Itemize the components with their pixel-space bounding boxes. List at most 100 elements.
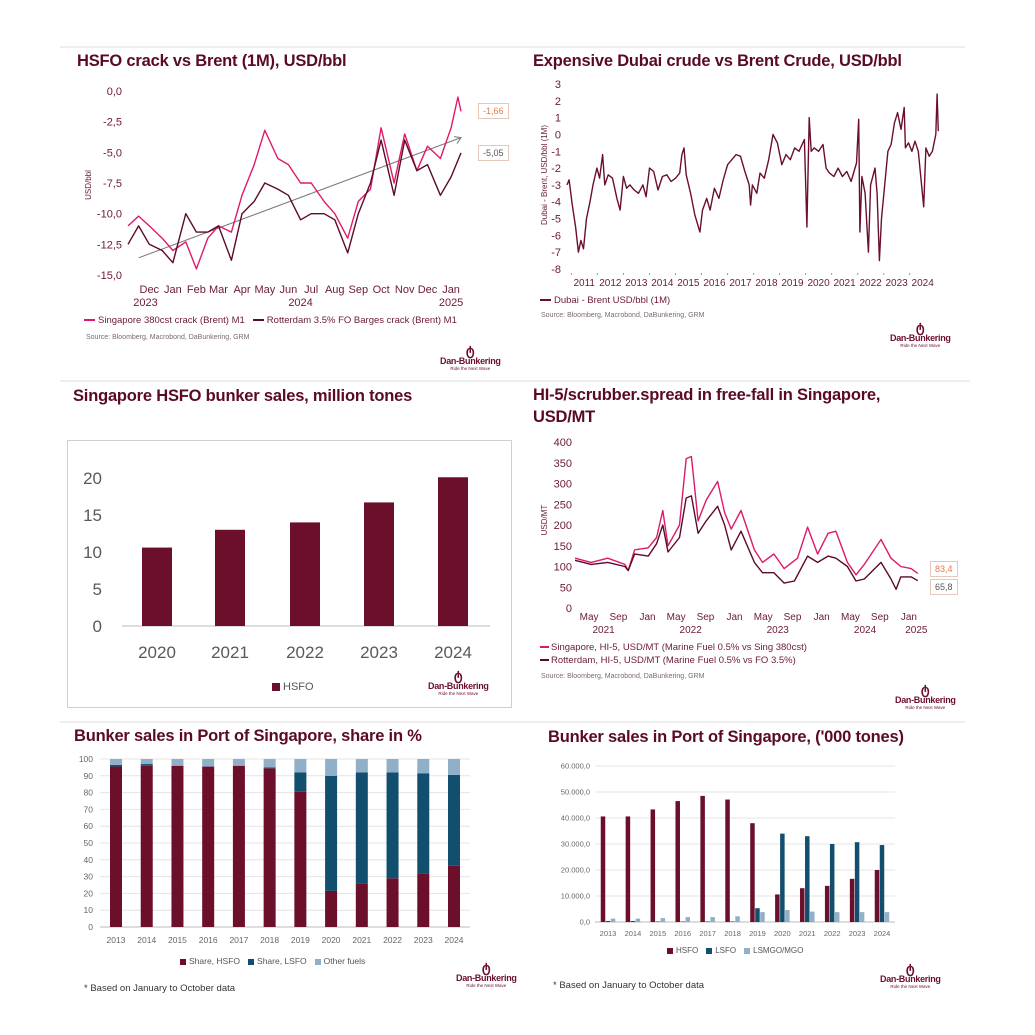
- y-tick-label: -15,0: [97, 270, 122, 282]
- legend-label: Share, LSFO: [257, 956, 307, 966]
- x-category-label: 2022: [383, 935, 402, 945]
- bar-lsfo-2017: [705, 921, 710, 922]
- last-value-tag: 65,8: [930, 579, 958, 595]
- y-tick-label: 10: [83, 543, 102, 562]
- y-tick-label: 0: [93, 617, 102, 636]
- bar-lsfo-2024: [879, 845, 885, 922]
- bar-other-fuels-2023: [417, 759, 430, 774]
- bar-lsmgo-mgo-2019: [760, 912, 765, 922]
- x-tick-label: May: [754, 612, 773, 623]
- bar-hsfo-2015: [650, 809, 656, 922]
- x-category-label: 2016: [674, 929, 691, 938]
- logo-tagline: Ride the Next Wave: [890, 984, 931, 989]
- legend-label: HSFO: [676, 946, 699, 955]
- x-category-label: 2023: [849, 929, 866, 938]
- x-tick-label: Sep: [871, 612, 889, 623]
- source-note: Source: Bloomberg, Macrobond, DaBunkerin…: [541, 673, 705, 680]
- footnote: * Based on January to October data: [553, 980, 705, 991]
- chart-title: Bunker sales in Port of Singapore, ('000…: [548, 728, 904, 746]
- bar-share-hsfo-2024: [448, 865, 460, 927]
- legend: HSFO LSFO LSMGO/MGO: [667, 946, 803, 955]
- x-tick-label: Jan: [901, 612, 917, 623]
- y-tick-label: 300: [554, 479, 572, 491]
- y-tick-label: 3: [555, 79, 561, 91]
- dan-bunkering-logo: ტ Dan-Bunkering Ride the Next Wave: [890, 321, 951, 349]
- legend-item: Other fuels: [314, 956, 365, 966]
- bar-share-lsfo-2019: [294, 772, 307, 792]
- bar-share-hsfo-2022: [386, 878, 399, 927]
- x-category-label: 2013: [107, 935, 126, 945]
- x-category-label: 2021: [352, 935, 371, 945]
- logo-name: Dan-Bunkering: [440, 356, 501, 366]
- y-tick-label: 200: [554, 520, 572, 532]
- legend-label: Rotterdam, HI-5, USD/MT (Marine Fuel 0.5…: [551, 655, 796, 666]
- bar-lsmgo-mgo-2023: [859, 912, 865, 922]
- bar-lsmgo-mgo-2020: [785, 910, 790, 922]
- bar-lsfo-2020: [780, 833, 785, 922]
- y-tick-label: 30: [84, 872, 94, 882]
- trend-arrowhead-icon: [453, 136, 462, 144]
- logo-tagline: Ride the Next Wave: [438, 691, 479, 696]
- last-value-tag: 83,4: [930, 561, 958, 577]
- x-tick-label: May: [667, 612, 686, 623]
- bar-other-fuels-2017: [232, 759, 245, 766]
- legend-swatch: [180, 958, 186, 965]
- legend-label: HSFO: [283, 681, 314, 693]
- x-year-label: 2025: [905, 625, 928, 636]
- y-tick-label: 150: [554, 541, 572, 553]
- y-tick-label: 30.000,0: [561, 840, 590, 849]
- bar-share-lsfo-2022: [386, 772, 399, 879]
- logo-name: Dan-Bunkering: [890, 333, 951, 343]
- y-tick-label: -4: [551, 197, 561, 209]
- bar-lsmgo-mgo-2022: [834, 912, 840, 922]
- bar-share-hsfo-2021: [355, 883, 368, 927]
- bar-hsfo-2019: [750, 823, 755, 922]
- chart-title: Bunker sales in Port of Singapore, share…: [74, 727, 422, 745]
- legend-item: Singapore 380cst crack (Brent) M1: [84, 315, 245, 326]
- legend-swatch: [248, 958, 255, 965]
- bar-lsfo-2013: [605, 920, 611, 922]
- dan-bunkering-logo: ტ Dan-Bunkering Ride the Next Wave: [440, 344, 501, 372]
- dan-bunkering-logo-icon: ტ: [921, 682, 930, 697]
- bar-lsfo-2016: [680, 921, 685, 922]
- x-tick-label: 2017: [729, 278, 752, 289]
- bar-hsfo-2021: [800, 888, 805, 922]
- legend-label: Rotterdam 3.5% FO Barges crack (Brent) M…: [266, 315, 457, 326]
- section-divider: [60, 380, 970, 382]
- y-axis-label: Dubai - Brent, USD/bbl (1M): [540, 125, 549, 225]
- y-tick-label: 40: [84, 855, 94, 865]
- x-tick-label: 2022: [859, 278, 882, 289]
- y-tick-label: -10,0: [97, 209, 122, 221]
- x-category-label: 2024: [434, 643, 472, 662]
- x-tick-label: Jun: [280, 284, 298, 296]
- series-line-1: [566, 93, 939, 262]
- dan-bunkering-logo: ტ Dan-Bunkering Ride the Next Wave: [880, 962, 941, 990]
- x-tick-label: 2016: [703, 278, 726, 289]
- x-category-label: 2017: [229, 935, 248, 945]
- y-tick-label: 100: [79, 754, 93, 764]
- chart-title: Singapore HSFO bunker sales, million ton…: [73, 387, 413, 405]
- y-tick-label: 0: [88, 922, 93, 932]
- y-tick-label: -12,5: [97, 239, 122, 251]
- bar-share-hsfo-2013: [110, 766, 122, 927]
- y-tick-label: -8: [551, 264, 561, 276]
- x-tick-label: 2020: [807, 278, 830, 289]
- logo-tagline: Ride the Next Wave: [900, 343, 941, 348]
- bar-other-fuels-2014: [140, 759, 153, 765]
- y-tick-label: -5: [551, 214, 561, 226]
- bar-lsmgo-mgo-2018: [735, 916, 740, 922]
- x-tick-label: 2019: [781, 278, 804, 289]
- bar-lsmgo-mgo-2024: [884, 912, 890, 922]
- trend-arrow-line: [138, 137, 462, 259]
- chart-title: Expensive Dubai crude vs Brent Crude, US…: [533, 52, 902, 70]
- x-category-label: 2015: [168, 935, 187, 945]
- legend: Singapore, HI-5, USD/MT (Marine Fuel 0.5…: [540, 641, 807, 667]
- y-tick-label: -2,5: [103, 117, 122, 129]
- y-tick-label: 15: [83, 506, 102, 525]
- bar-share-hsfo-2023: [417, 873, 430, 927]
- bar-lsmgo-mgo-2015: [660, 918, 666, 922]
- legend-item: LSFO: [706, 946, 736, 955]
- x-category-label: 2022: [824, 929, 841, 938]
- x-category-label: 2016: [199, 935, 218, 945]
